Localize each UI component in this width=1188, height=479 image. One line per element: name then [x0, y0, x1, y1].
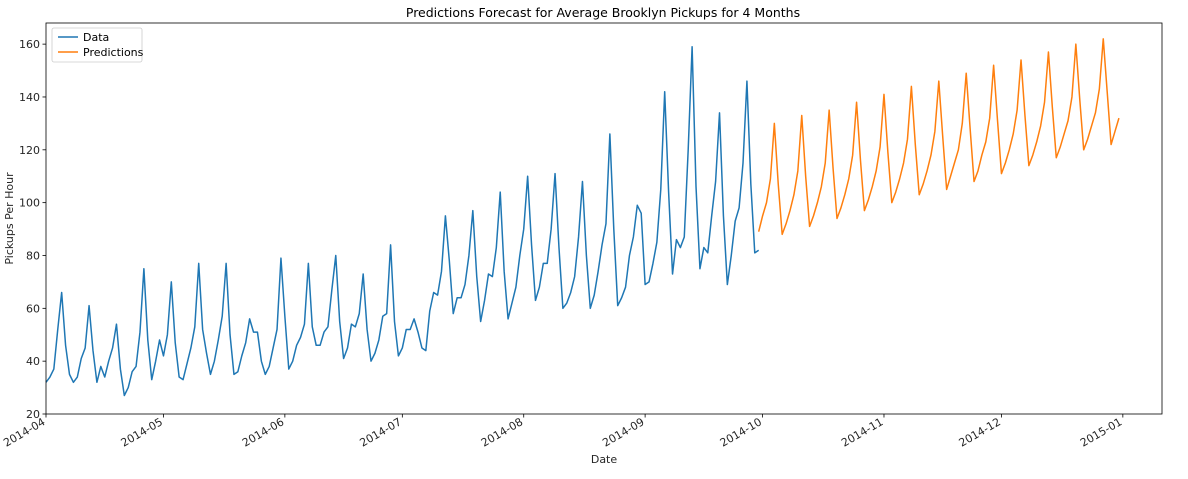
x-tick-label: 2014-08	[479, 415, 525, 449]
chart-title: Predictions Forecast for Average Brookly…	[406, 5, 800, 20]
plot-frame	[45, 22, 1163, 415]
y-tick-label: 100	[19, 197, 40, 210]
x-tick-label: 2015-01	[1078, 415, 1124, 449]
x-axis: 2014-04 2014-05 2014-06 2014-07 2014-08 2014-…	[1, 414, 1124, 450]
y-axis: 20 40 60 80 100 120 140 160	[19, 38, 46, 421]
y-axis-label: Pickups Per Hour	[3, 172, 16, 265]
y-tick-label: 20	[26, 408, 40, 421]
legend: Data Predictions	[51, 27, 144, 63]
y-tick-label: 60	[26, 302, 40, 315]
x-tick-label: 2014-06	[240, 415, 286, 449]
legend-label-data: Data	[83, 31, 109, 44]
y-tick-label: 80	[26, 249, 40, 262]
series-line-predictions	[757, 38, 1120, 236]
y-tick-label: 160	[19, 38, 40, 51]
x-tick-label: 2014-04	[1, 415, 47, 449]
x-tick-label: 2014-05	[119, 415, 165, 449]
plot-area	[45, 38, 1120, 397]
y-tick-label: 140	[19, 91, 40, 104]
x-axis-label: Date	[591, 453, 618, 466]
y-tick-label: 40	[26, 355, 40, 368]
series-line-data	[45, 46, 760, 397]
legend-label-predictions: Predictions	[83, 46, 144, 59]
x-tick-label: 2014-10	[718, 415, 764, 449]
x-tick-label: 2014-12	[957, 415, 1003, 449]
x-tick-label: 2014-07	[358, 415, 404, 449]
y-tick-label: 120	[19, 144, 40, 157]
x-tick-label: 2014-09	[600, 415, 646, 449]
x-tick-label: 2014-11	[839, 415, 885, 449]
